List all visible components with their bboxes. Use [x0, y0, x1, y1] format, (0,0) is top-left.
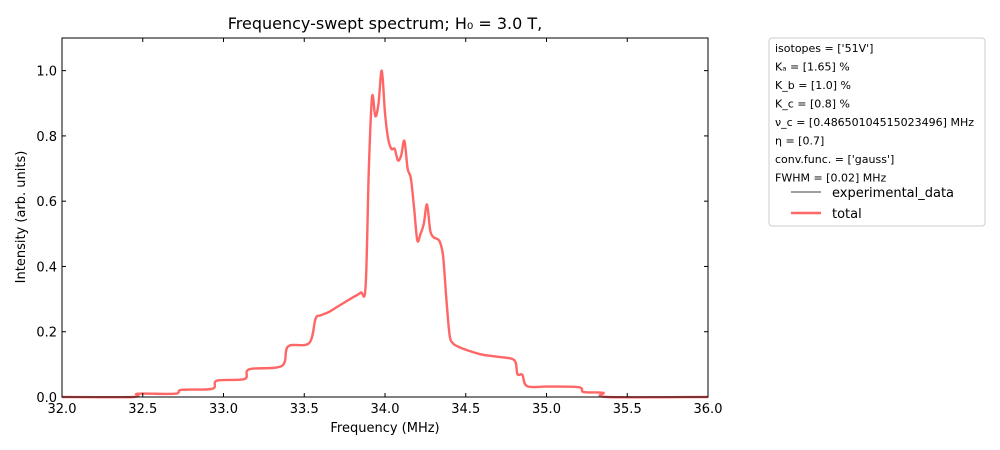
- legend-note: Kₐ = [1.65] %: [775, 61, 850, 74]
- y-tick-label: 0.2: [36, 326, 57, 341]
- x-tick-label: 35.5: [613, 402, 642, 417]
- x-tick-label: 34.0: [371, 402, 400, 417]
- y-axis-ticks: 0.0 0.2 0.4 0.6 0.8 1.0: [36, 65, 708, 406]
- legend-notes: isotopes = ['51V'] Kₐ = [1.65] % K_b = [1.…: [775, 42, 974, 185]
- x-tick-label: 32.0: [48, 402, 77, 417]
- x-tick-label: 35.0: [532, 402, 561, 417]
- legend-label-total: total: [832, 207, 862, 222]
- y-tick-label: 0.4: [36, 260, 57, 275]
- legend-note: K_c = [0.8] %: [775, 98, 850, 111]
- plot-content: [61, 69, 709, 399]
- y-tick-label: 0.8: [36, 130, 57, 145]
- x-axis-ticks: 32.0 32.5 33.0 33.5 34.0 34.5 35.0 35.5 36.0: [48, 38, 723, 417]
- x-tick-label: 33.0: [209, 402, 238, 417]
- x-tick-label: 33.5: [290, 402, 319, 417]
- y-tick-label: 0.0: [36, 391, 57, 406]
- y-tick-label: 1.0: [36, 65, 57, 80]
- legend-note: η = [0.7]: [775, 135, 824, 148]
- x-tick-label: 36.0: [694, 402, 723, 417]
- series-line-total: [61, 69, 709, 399]
- legend-note: FWHM = [0.02] MHz: [775, 172, 887, 185]
- legend-note: K_b = [1.0] %: [775, 79, 851, 92]
- y-tick-label: 0.6: [36, 195, 57, 210]
- legend-box: [768, 37, 986, 227]
- legend-note: isotopes = ['51V']: [775, 42, 873, 55]
- plot-area: [62, 38, 708, 397]
- legend-label-experimental_data: experimental_data: [832, 186, 954, 201]
- legend: isotopes = ['51V'] Kₐ = [1.65] % K_b = [1.…: [768, 37, 986, 227]
- y-axis-label: Intensity (arb. units): [14, 151, 29, 284]
- x-tick-label: 34.5: [451, 402, 480, 417]
- x-tick-label: 32.5: [128, 402, 157, 417]
- legend-note: ν_c = [0.48650104515023496] MHz: [775, 116, 974, 129]
- chart-title: Frequency-swept spectrum; H₀ = 3.0 T,: [228, 14, 543, 33]
- legend-note: conv.func. = ['gauss']: [775, 153, 894, 166]
- x-axis-label: Frequency (MHz): [330, 421, 439, 436]
